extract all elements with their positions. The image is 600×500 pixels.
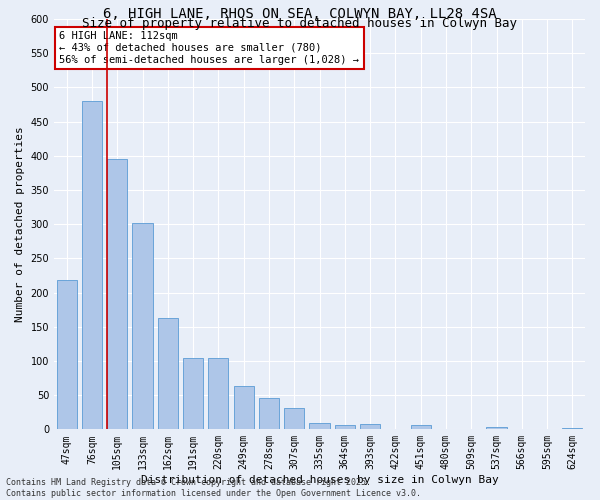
Bar — [208, 358, 229, 430]
Bar — [385, 428, 406, 430]
Bar — [310, 423, 329, 430]
Text: 6, HIGH LANE, RHOS ON SEA, COLWYN BAY, LL28 4SA: 6, HIGH LANE, RHOS ON SEA, COLWYN BAY, L… — [103, 8, 497, 22]
Bar — [259, 398, 279, 430]
Y-axis label: Number of detached properties: Number of detached properties — [15, 126, 25, 322]
Bar — [487, 428, 506, 430]
Bar — [183, 358, 203, 430]
Bar — [360, 424, 380, 430]
Bar — [284, 408, 304, 430]
Text: Contains HM Land Registry data © Crown copyright and database right 2025.
Contai: Contains HM Land Registry data © Crown c… — [6, 478, 421, 498]
Bar — [436, 428, 456, 430]
Bar — [56, 280, 77, 430]
Bar — [82, 101, 102, 430]
Bar — [158, 318, 178, 430]
Text: Size of property relative to detached houses in Colwyn Bay: Size of property relative to detached ho… — [83, 18, 517, 30]
Bar — [335, 424, 355, 430]
Bar — [537, 428, 557, 430]
Bar — [410, 424, 431, 430]
Bar — [107, 159, 127, 429]
Text: 6 HIGH LANE: 112sqm
← 43% of detached houses are smaller (780)
56% of semi-detac: 6 HIGH LANE: 112sqm ← 43% of detached ho… — [59, 32, 359, 64]
Bar — [133, 223, 152, 430]
X-axis label: Distribution of detached houses by size in Colwyn Bay: Distribution of detached houses by size … — [140, 475, 499, 485]
Bar — [233, 386, 254, 430]
Bar — [562, 428, 583, 430]
